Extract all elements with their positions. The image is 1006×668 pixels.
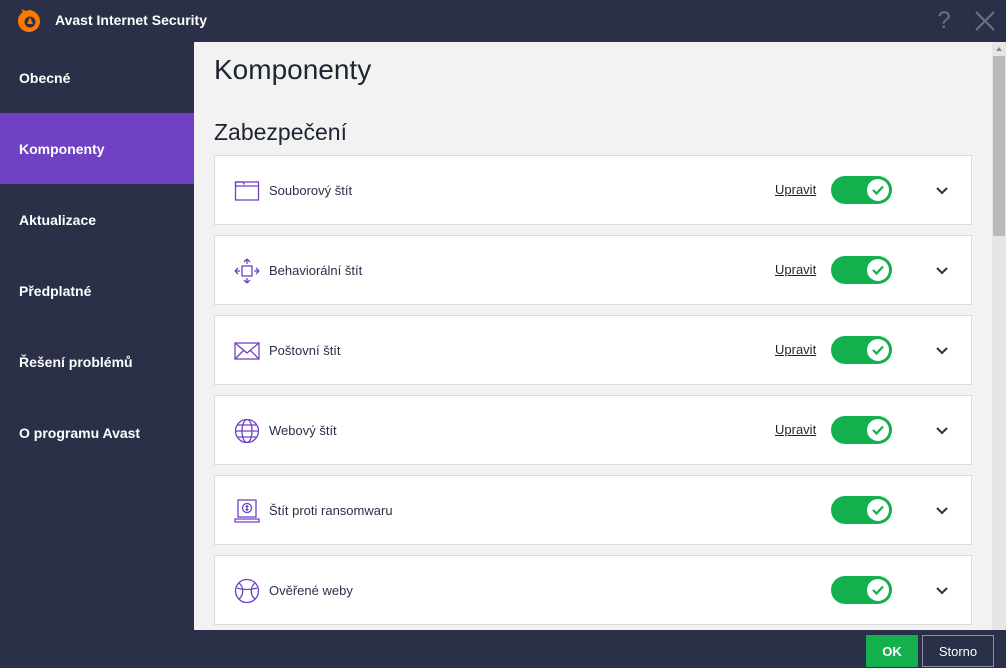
sidebar-item-label: Aktualizace xyxy=(19,211,97,228)
main-panel: Komponenty Zabezpečení Souborový štít Up… xyxy=(194,42,992,630)
mail-shield-icon xyxy=(234,342,260,360)
avast-logo-icon xyxy=(18,9,40,32)
component-toggle[interactable] xyxy=(831,256,892,284)
chevron-down-icon[interactable] xyxy=(933,341,951,359)
toggle-knob xyxy=(867,259,889,281)
checkmark-icon xyxy=(872,505,884,516)
edit-link[interactable]: Upravit xyxy=(775,182,817,197)
component-card-mail-shield: Poštovní štít Upravit xyxy=(214,315,972,385)
web-shield-icon xyxy=(234,418,260,444)
cancel-button[interactable]: Storno xyxy=(922,635,994,667)
sidebar-item-label: Obecné xyxy=(19,69,71,86)
toggle-knob xyxy=(867,339,889,361)
section-title: Zabezpečení xyxy=(214,119,347,145)
component-card-real-site: Ověřené weby xyxy=(214,555,972,625)
sidebar-item-label: O programu Avast xyxy=(19,424,141,441)
chevron-down-icon[interactable] xyxy=(933,261,951,279)
title-bar: Avast Internet Security ? xyxy=(0,0,1006,42)
chevron-down-icon[interactable] xyxy=(933,501,951,519)
sidebar-item-components[interactable]: Komponenty xyxy=(0,113,194,184)
component-card-file-shield: Souborový štít Upravit xyxy=(214,155,972,225)
checkmark-icon xyxy=(872,425,884,436)
checkmark-icon xyxy=(872,345,884,356)
ok-button[interactable]: OK xyxy=(866,635,918,667)
toggle-knob xyxy=(867,579,889,601)
edit-link[interactable]: Upravit xyxy=(775,262,817,277)
component-card-behavior-shield: Behaviorální štít Upravit xyxy=(214,235,972,305)
sidebar-item-label: Předplatné xyxy=(19,282,92,299)
help-button[interactable]: ? xyxy=(937,7,951,34)
footer-bar: OK Storno xyxy=(0,630,1006,668)
toggle-knob xyxy=(867,179,889,201)
component-toggle[interactable] xyxy=(831,416,892,444)
scroll-thumb[interactable] xyxy=(993,56,1005,236)
component-toggle[interactable] xyxy=(831,336,892,364)
sidebar-item-about[interactable]: O programu Avast xyxy=(0,397,194,468)
edit-link[interactable]: Upravit xyxy=(775,342,817,357)
chevron-down-icon[interactable] xyxy=(933,421,951,439)
component-label: Behaviorální štít xyxy=(269,263,363,278)
chevron-down-icon[interactable] xyxy=(933,181,951,199)
sidebar: Obecné Komponenty Aktualizace Předplatné… xyxy=(0,42,194,630)
sidebar-item-troubleshooting[interactable]: Řešení problémů xyxy=(0,326,194,397)
component-toggle[interactable] xyxy=(831,496,892,524)
component-label: Webový štít xyxy=(269,423,337,438)
toggle-knob xyxy=(867,419,889,441)
scroll-up-icon[interactable] xyxy=(992,42,1006,56)
component-label: Souborový štít xyxy=(269,183,353,198)
checkmark-icon xyxy=(872,185,884,196)
sidebar-item-label: Řešení problémů xyxy=(19,353,133,370)
checkmark-icon xyxy=(872,265,884,276)
real-site-icon xyxy=(234,578,260,604)
sidebar-item-general[interactable]: Obecné xyxy=(0,42,194,113)
component-label: Poštovní štít xyxy=(269,343,341,358)
app-title: Avast Internet Security xyxy=(55,12,207,28)
sidebar-item-updates[interactable]: Aktualizace xyxy=(0,184,194,255)
scrollbar[interactable] xyxy=(992,42,1006,630)
edit-link[interactable]: Upravit xyxy=(775,422,817,437)
sidebar-item-label: Komponenty xyxy=(19,140,105,157)
component-toggle[interactable] xyxy=(831,176,892,204)
component-card-web-shield: Webový štít Upravit xyxy=(214,395,972,465)
checkmark-icon xyxy=(872,585,884,596)
close-icon[interactable] xyxy=(973,9,997,33)
file-shield-icon xyxy=(234,181,260,201)
toggle-knob xyxy=(867,499,889,521)
component-toggle[interactable] xyxy=(831,576,892,604)
sidebar-item-subscription[interactable]: Předplatné xyxy=(0,255,194,326)
page-title: Komponenty xyxy=(214,54,372,85)
component-card-ransomware-shield: Štít proti ransomwaru xyxy=(214,475,972,545)
chevron-down-icon[interactable] xyxy=(933,581,951,599)
ransomware-shield-icon xyxy=(234,499,260,523)
component-label: Ověřené weby xyxy=(269,583,353,598)
behavior-shield-icon xyxy=(234,258,260,284)
component-label: Štít proti ransomwaru xyxy=(269,503,393,518)
